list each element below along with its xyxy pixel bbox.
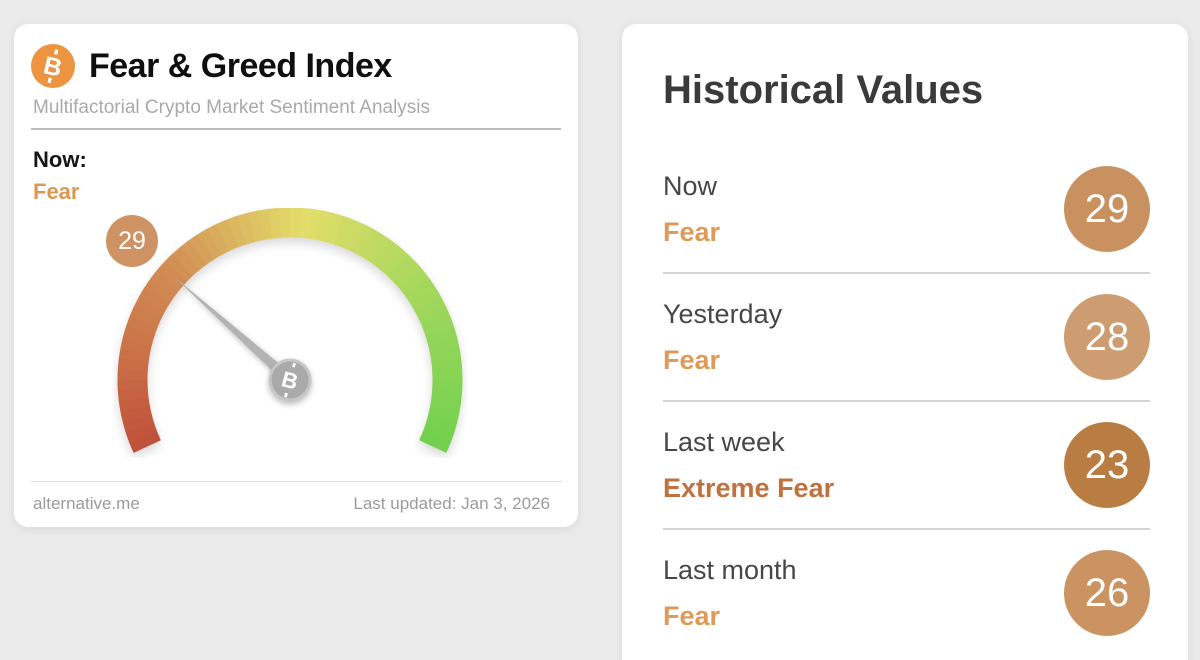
row-value-badge: 23	[1064, 422, 1150, 508]
historical-values-card: Historical Values Now Fear 29 Yesterday …	[622, 24, 1188, 660]
historical-rows: Now Fear 29 Yesterday Fear 28 Last week …	[663, 146, 1150, 656]
row-classification: Fear	[663, 601, 721, 631]
row-text: Yesterday Fear	[663, 297, 782, 377]
now-label: Now:	[33, 147, 87, 172]
historical-row-last-month: Last month Fear 26	[663, 530, 1150, 656]
row-text: Last week Extreme Fear	[663, 425, 834, 505]
fear-greed-gauge-card: B Fear & Greed Index Multifactorial Cryp…	[14, 24, 578, 527]
gauge-hub-bitcoin-icon: B	[268, 358, 312, 402]
row-period-label: Last week	[663, 427, 785, 457]
svg-text:B: B	[41, 51, 65, 82]
row-period-label: Last month	[663, 555, 797, 585]
source-link[interactable]: alternative.me	[33, 494, 140, 513]
row-period-label: Now	[663, 171, 718, 201]
bitcoin-logo-icon: B	[31, 44, 75, 88]
row-value-badge: 28	[1064, 294, 1150, 380]
gauge-value-badge: 29	[106, 215, 158, 267]
sentiment-gauge: B	[117, 208, 463, 453]
gauge-needle	[173, 276, 294, 385]
current-classification: Fear	[33, 179, 80, 204]
row-classification: Fear	[663, 345, 721, 375]
row-value-badge: 29	[1064, 166, 1150, 252]
historical-row-yesterday: Yesterday Fear 28	[663, 274, 1150, 402]
gauge-card-footer: alternative.me Last updated: Jan 3, 2026	[33, 494, 550, 514]
svg-text:B: B	[279, 366, 301, 394]
historical-row-now: Now Fear 29	[663, 146, 1150, 274]
row-classification: Fear	[663, 217, 721, 247]
row-text: Now Fear	[663, 169, 720, 249]
row-value-badge: 26	[1064, 550, 1150, 636]
footer-divider	[31, 481, 562, 482]
historical-row-last-week: Last week Extreme Fear 23	[663, 402, 1150, 530]
header-divider	[31, 128, 561, 130]
gauge-card-subtitle: Multifactorial Crypto Market Sentiment A…	[33, 97, 431, 118]
row-period-label: Yesterday	[663, 299, 783, 329]
row-classification: Extreme Fear	[663, 473, 835, 503]
gauge-card-header: B Fear & Greed Index	[14, 44, 578, 88]
historical-title: Historical Values	[663, 68, 984, 112]
row-text: Last month Fear	[663, 553, 797, 633]
gauge-card-title: Fear & Greed Index	[89, 46, 392, 85]
last-updated-text: Last updated: Jan 3, 2026	[353, 494, 550, 513]
